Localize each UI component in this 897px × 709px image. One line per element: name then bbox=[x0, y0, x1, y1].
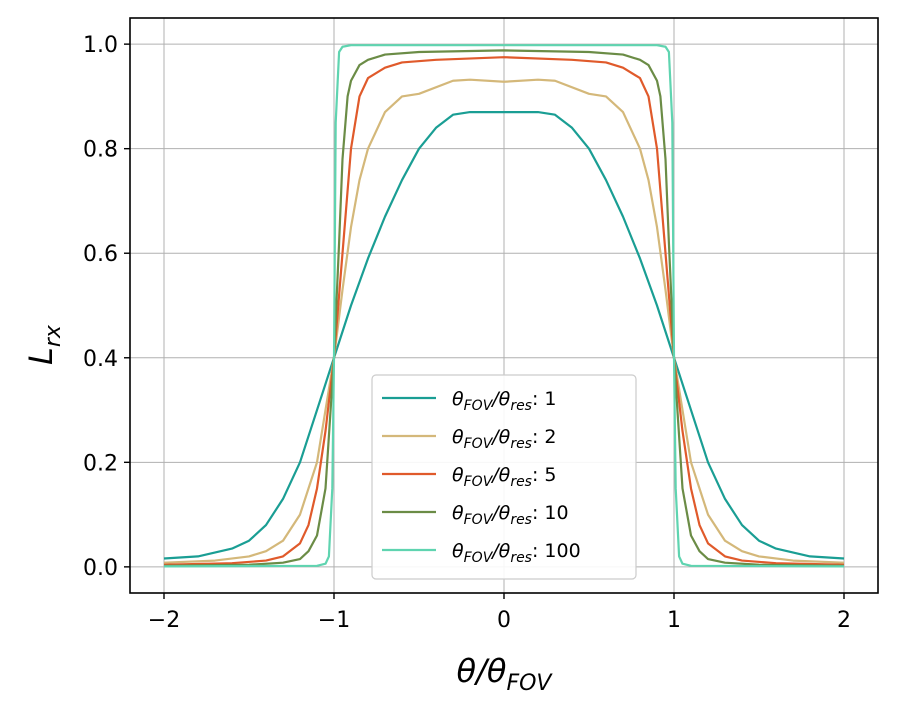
x-tick-label: 2 bbox=[837, 608, 851, 633]
y-tick-label: 0.4 bbox=[83, 347, 118, 372]
legend: θFOV/θres: 1 θFOV/θres: 2 θFOV/θres: 5 θFOV… bbox=[371, 374, 637, 580]
x-tick-label: −1 bbox=[318, 608, 350, 633]
y-tick-label: 0.8 bbox=[83, 138, 118, 163]
series-line-100 bbox=[163, 44, 845, 568]
series-line-1 bbox=[163, 110, 845, 560]
x-tick-label: 0 bbox=[497, 608, 511, 633]
y-axis-label-main: L bbox=[22, 347, 60, 365]
y-tick-label: 0.6 bbox=[83, 242, 118, 267]
x-axis-label: θ/θFOV bbox=[457, 652, 554, 696]
y-tick-label: 0.2 bbox=[83, 451, 118, 476]
legend-label-5: θFOV/θres: 5 bbox=[452, 464, 557, 490]
series-line-5 bbox=[163, 56, 845, 566]
legend-box bbox=[371, 374, 637, 580]
y-tick-label: 0.0 bbox=[83, 556, 118, 581]
x-axis-label-main: θ/θ bbox=[457, 652, 507, 690]
legend-label-10: θFOV/θres: 10 bbox=[452, 502, 569, 528]
y-tick-label: 1.0 bbox=[83, 33, 118, 58]
legend-label-100: θFOV/θres: 100 bbox=[452, 540, 581, 566]
y-axis-label: Lrx bbox=[22, 324, 66, 365]
series-line-2 bbox=[163, 78, 845, 564]
legend-label-2: θFOV/θres: 2 bbox=[452, 426, 557, 452]
series-line-10 bbox=[163, 49, 845, 567]
x-axis-label-sub: FOV bbox=[506, 671, 553, 696]
legend-label-1: θFOV/θres: 1 bbox=[452, 388, 557, 414]
axis-ticks: −2 −1 0 1 2 0.0 0.2 0.4 0.6 0.8 1.0 bbox=[83, 33, 851, 633]
x-tick-label: −2 bbox=[148, 608, 180, 633]
x-tick-label: 1 bbox=[667, 608, 681, 633]
y-axis-label-sub: rx bbox=[41, 324, 66, 347]
series-lines bbox=[163, 44, 845, 568]
